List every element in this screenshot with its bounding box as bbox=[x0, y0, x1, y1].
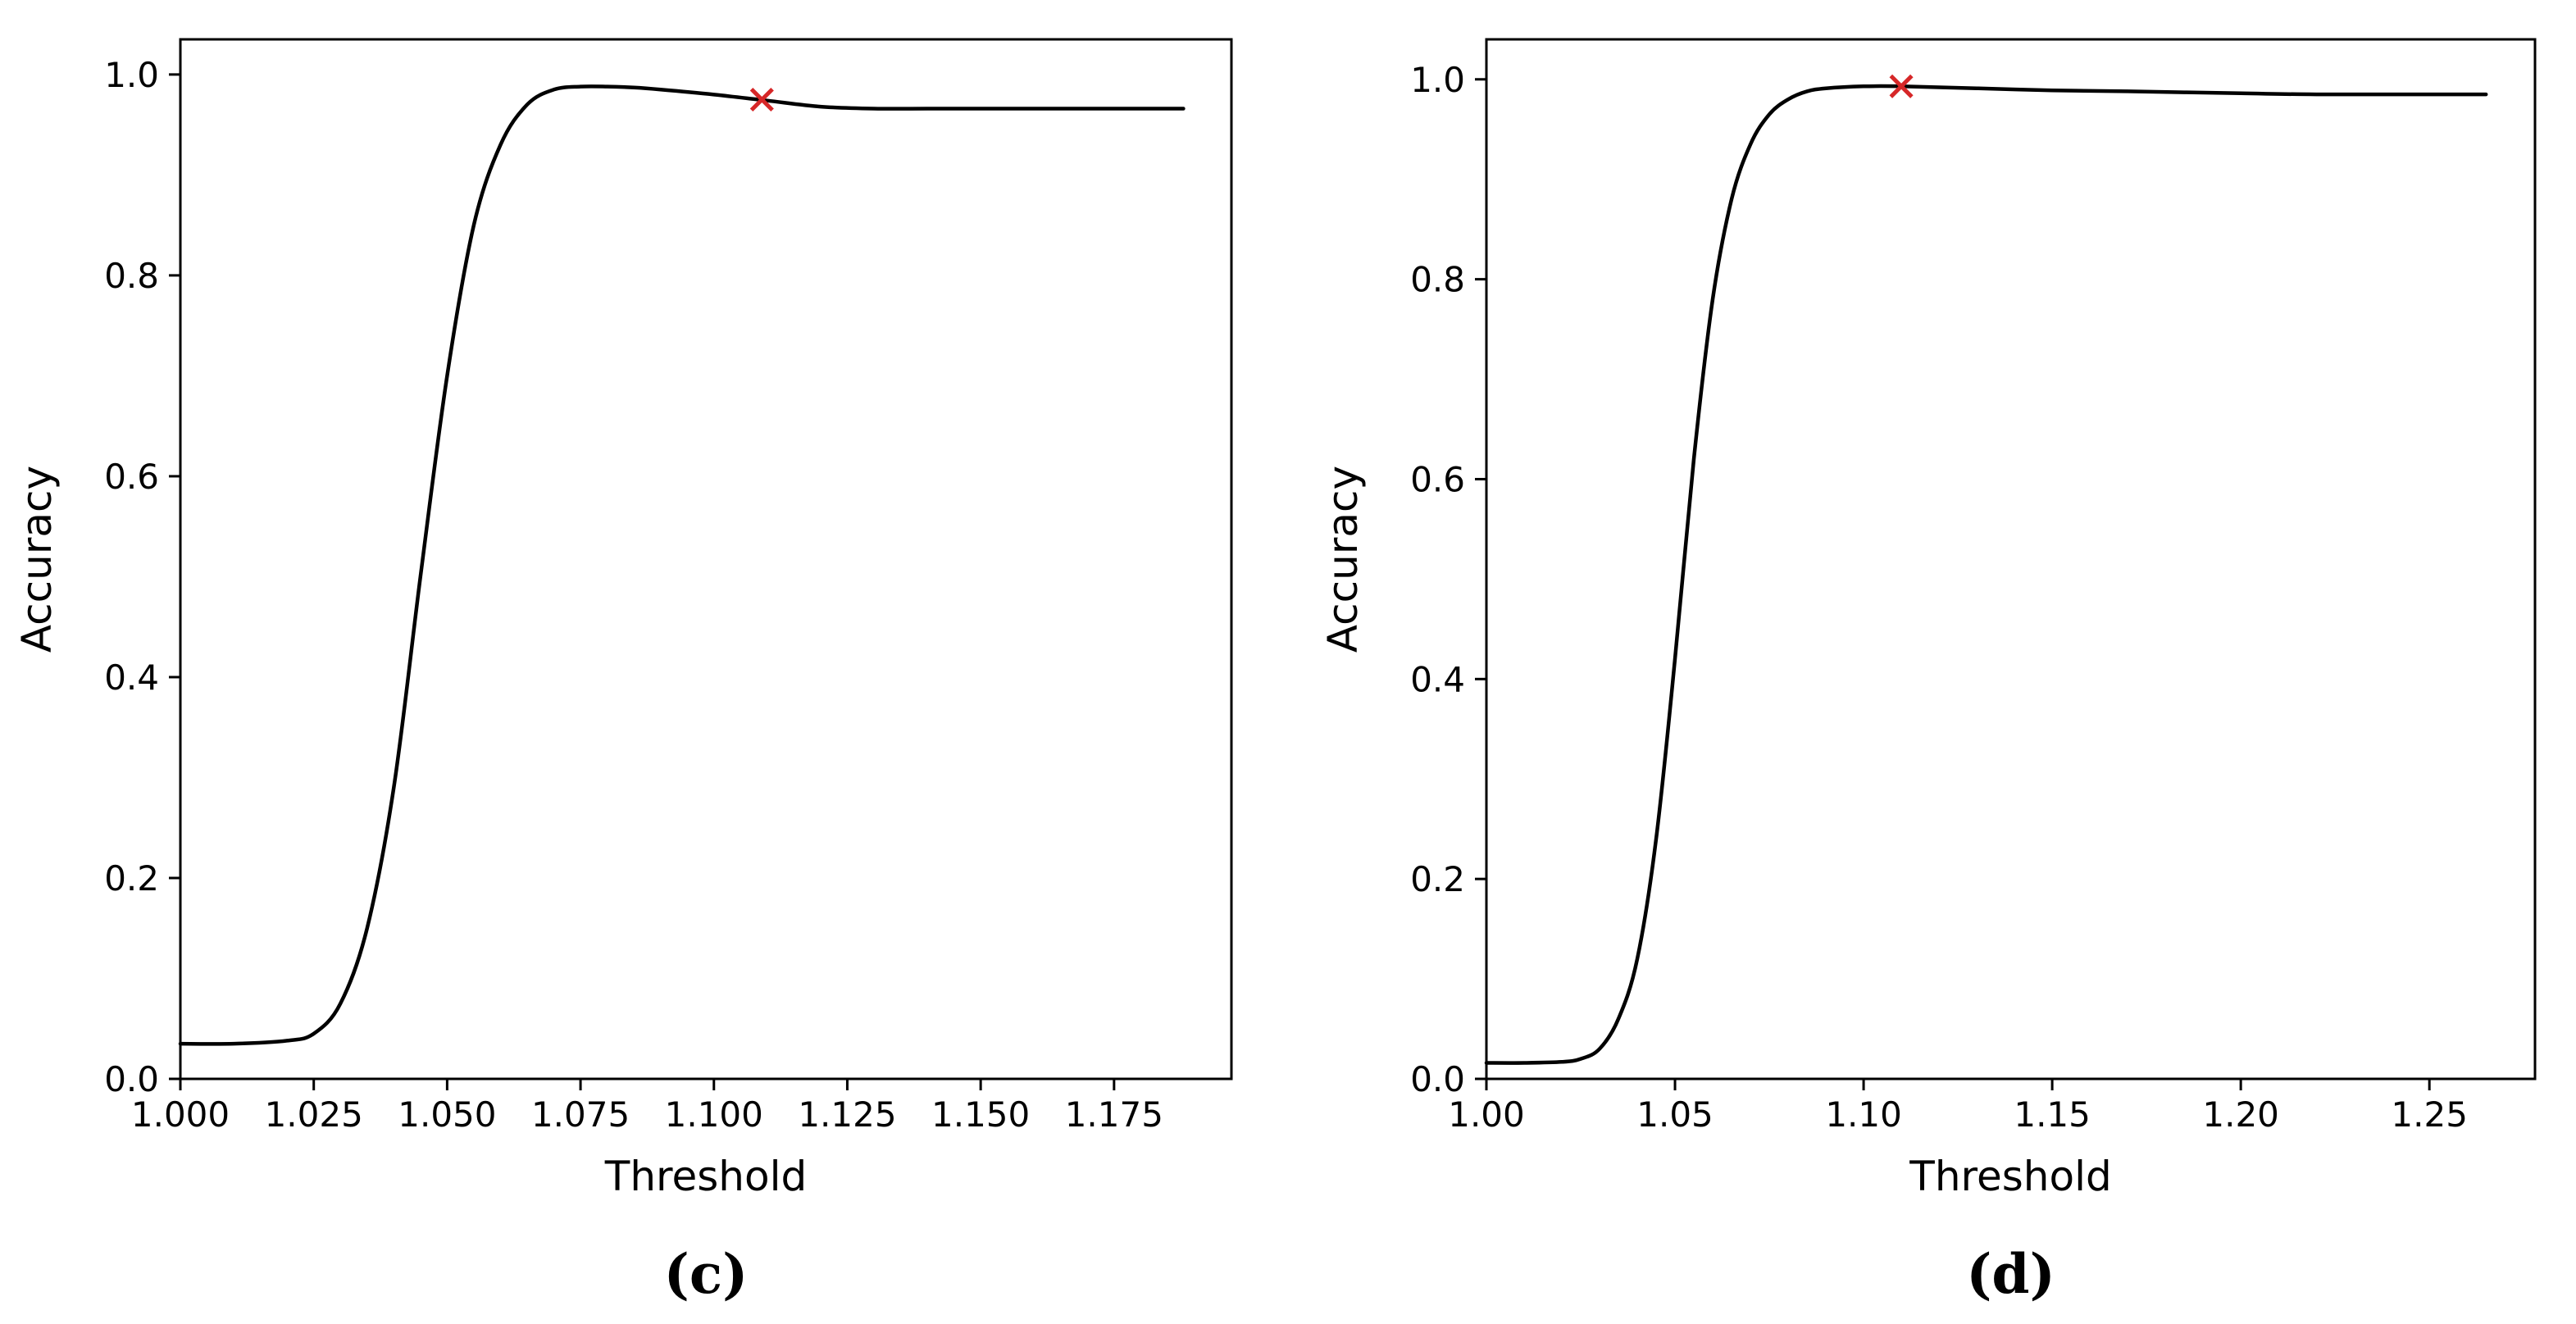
x-tick-label: 1.20 bbox=[2202, 1094, 2279, 1135]
y-tick-label: 0.8 bbox=[1410, 260, 1465, 300]
chart-panel-c: 1.000 1.025 1.050 1.075 1.100 1.125 1.150 1.175… bbox=[13, 38, 1233, 1306]
x-tick-label: 1.05 bbox=[1636, 1094, 1714, 1135]
x-tick-label: 1.025 bbox=[265, 1094, 363, 1135]
x-tick-label: 1.100 bbox=[665, 1094, 763, 1135]
x-axis-label: Threshold bbox=[604, 1153, 807, 1200]
marker-stroke bbox=[749, 87, 774, 112]
y-tick-label: 0.2 bbox=[104, 858, 159, 899]
plot-frame-d bbox=[1485, 38, 2537, 1081]
panel-caption-c: (c) bbox=[664, 1242, 749, 1306]
y-axis-label: Accuracy bbox=[1319, 466, 1367, 653]
y-tick-label: 0.2 bbox=[1410, 859, 1465, 899]
y-tick-label: 0.8 bbox=[104, 256, 159, 296]
x-tick-label: 1.050 bbox=[398, 1094, 496, 1135]
y-tick-label: 0.4 bbox=[104, 657, 159, 698]
x-tick-label: 1.075 bbox=[531, 1094, 630, 1135]
x-tick-label: 1.125 bbox=[798, 1094, 896, 1135]
y-tick-label: 1.0 bbox=[1410, 60, 1465, 100]
y-tick-label: 0.6 bbox=[1410, 459, 1465, 499]
y-tick-label: 0.0 bbox=[1410, 1059, 1465, 1099]
marker-stroke bbox=[1889, 74, 1914, 98]
x-tick-label: 1.15 bbox=[2014, 1094, 2091, 1135]
y-tick-label: 0.6 bbox=[104, 457, 159, 497]
x-tick-label: 1.150 bbox=[931, 1094, 1030, 1135]
x-tick-label: 1.000 bbox=[131, 1094, 230, 1135]
x-tick-label: 1.175 bbox=[1065, 1094, 1163, 1135]
y-tick-label: 0.0 bbox=[104, 1059, 159, 1099]
accuracy-curve-d bbox=[1484, 84, 2488, 1065]
y-tick-label: 0.4 bbox=[1410, 659, 1465, 699]
accuracy-curve-c bbox=[178, 84, 1186, 1046]
x-tick-label: 1.10 bbox=[1825, 1094, 1902, 1135]
x-axis-label: Threshold bbox=[1909, 1153, 2111, 1200]
panel-caption-d: (d) bbox=[1966, 1242, 2055, 1306]
x-tick-label: 1.00 bbox=[1448, 1094, 1525, 1135]
best-threshold-marker-d bbox=[1889, 74, 1914, 98]
best-threshold-marker-c bbox=[749, 87, 774, 112]
plot-frame-c bbox=[179, 38, 1233, 1081]
y-axis-label: Accuracy bbox=[13, 466, 61, 653]
x-tick-label: 1.25 bbox=[2391, 1094, 2468, 1135]
y-tick-label: 1.0 bbox=[104, 55, 159, 95]
chart-panel-d: 1.00 1.05 1.10 1.15 1.20 1.25 0.0 0.2 0.4 0.6 0.8 1… bbox=[1319, 38, 2537, 1306]
